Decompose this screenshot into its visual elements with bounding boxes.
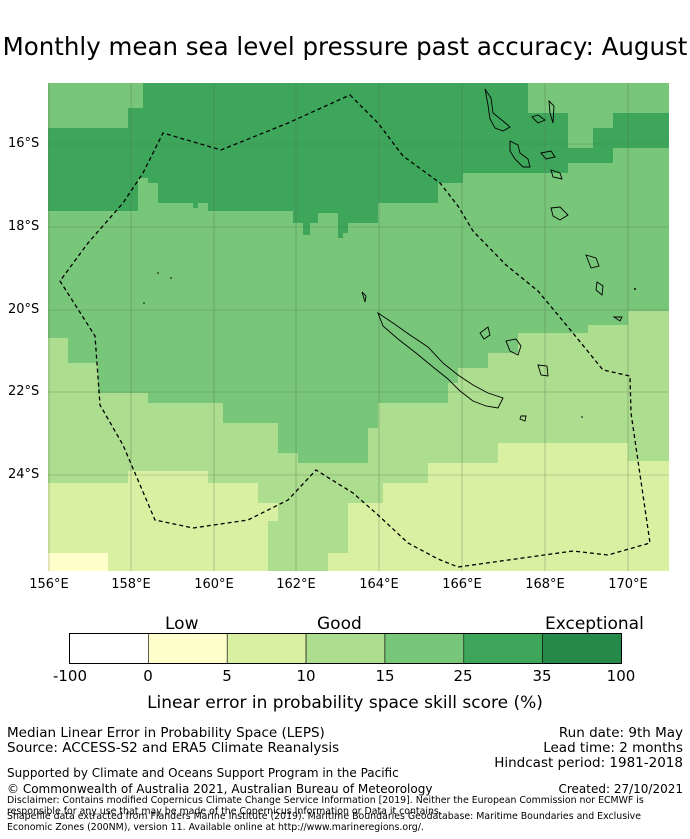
lat-label: 22°S — [8, 384, 40, 399]
info-created: Created: 27/10/2021 — [558, 782, 683, 796]
info-copyright: © Commonwealth of Australia 2021, Austra… — [7, 782, 433, 796]
colorbar-caption: Linear error in probability space skill … — [147, 693, 543, 713]
colorbar-bin — [305, 633, 386, 664]
island-small-1 — [612, 316, 623, 322]
colorbar-tick: 35 — [532, 667, 552, 685]
lon-label: 160°E — [194, 577, 234, 592]
info-disclaimer: Disclaimer: Contains modified Copernicus… — [7, 795, 644, 817]
colorbar-bin — [148, 633, 228, 664]
category-exceptional: Exceptional — [545, 614, 644, 634]
island-vanuatu-5 — [540, 150, 556, 160]
colorbar-bin — [463, 633, 543, 664]
colorbar-tick: 100 — [606, 667, 636, 685]
island-vanuatu-2 — [531, 114, 546, 124]
info-supported: Supported by Climate and Oceans Support … — [7, 766, 399, 780]
island-walpole — [519, 415, 527, 422]
eez-boundary — [59, 94, 651, 568]
colorbar — [69, 633, 622, 664]
island-vanuatu-9 — [595, 281, 604, 296]
info-shapefile: Shapefile data extracted from Flanders M… — [7, 811, 641, 833]
colorbar-tick: 10 — [296, 667, 316, 685]
colorbar-bin — [542, 633, 622, 664]
lon-label: 158°E — [111, 577, 151, 592]
island-loyalty-1 — [479, 326, 491, 340]
islet-dots — [143, 272, 636, 418]
lon-label: 170°E — [608, 577, 648, 592]
colorbar-bin — [226, 633, 307, 664]
skill-map — [48, 83, 669, 571]
category-low: Low — [165, 614, 199, 634]
islands — [361, 88, 623, 422]
gridlines — [48, 83, 669, 571]
island-vanuatu-7 — [550, 206, 569, 221]
colorbar-tick: 25 — [453, 667, 473, 685]
island-vanuatu-4 — [509, 140, 531, 168]
map-title: Monthly mean sea level pressure past acc… — [2, 32, 688, 61]
lat-label: 18°S — [8, 219, 40, 234]
island-loyalty-3 — [537, 364, 549, 377]
lon-label: 168°E — [525, 577, 565, 592]
lat-label: 24°S — [8, 467, 40, 482]
lon-label: 164°E — [359, 577, 399, 592]
lon-label: 162°E — [276, 577, 316, 592]
colorbar-bin — [384, 633, 465, 664]
colorbar-tick: -100 — [52, 667, 88, 685]
island-new-caledonia — [377, 311, 504, 409]
info-lead-time: Lead time: 2 months — [543, 740, 683, 756]
lon-label: 166°E — [442, 577, 482, 592]
island-vanuatu-8 — [585, 254, 600, 269]
lat-label: 20°S — [8, 302, 40, 317]
info-hindcast: Hindcast period: 1981-2018 — [494, 755, 683, 771]
info-method: Median Linear Error in Probability Space… — [7, 725, 325, 741]
info-run-date: Run date: 9th May — [558, 725, 683, 741]
island-belep — [361, 291, 367, 303]
colorbar-tick: 5 — [222, 667, 232, 685]
colorbar-tick: 15 — [375, 667, 395, 685]
island-vanuatu-6 — [550, 169, 563, 180]
region-medium-ne — [528, 83, 669, 148]
colorbar-bin — [69, 633, 149, 664]
lon-label: 156°E — [29, 577, 69, 592]
lat-label: 16°S — [8, 136, 40, 151]
region-dark-ext — [293, 211, 318, 235]
island-vanuatu-3 — [548, 99, 555, 124]
region-medium-corner — [48, 83, 143, 128]
info-source: Source: ACCESS-S2 and ERA5 Climate Reana… — [7, 740, 340, 756]
region-dark — [48, 83, 669, 238]
island-loyalty-2 — [505, 338, 522, 356]
colorbar-tick: 0 — [143, 667, 153, 685]
skill-map-svg — [48, 83, 669, 571]
island-vanuatu-1 — [484, 88, 511, 132]
category-good: Good — [317, 614, 362, 634]
